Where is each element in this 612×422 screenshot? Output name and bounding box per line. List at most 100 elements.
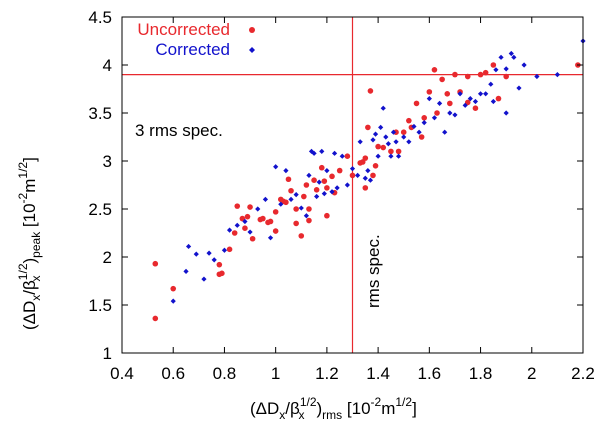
data-point-corrected: [490, 98, 496, 105]
data-point-uncorrected: [472, 105, 479, 111]
data-point-corrected: [329, 189, 335, 195]
data-point-uncorrected: [324, 212, 330, 219]
legend-marker-uncorrected: [249, 27, 255, 33]
data-point-uncorrected: [170, 285, 177, 292]
x-tick-label: 2.2: [571, 364, 595, 383]
data-point-corrected: [331, 150, 338, 156]
data-point-uncorrected: [336, 167, 343, 174]
data-point-uncorrected: [395, 148, 402, 155]
data-point-uncorrected: [452, 71, 458, 78]
data-point-corrected: [365, 168, 371, 174]
data-point-corrected: [170, 298, 176, 304]
y-tick-label: 1: [103, 344, 112, 363]
data-point-uncorrected: [344, 153, 351, 159]
data-point-corrected: [406, 139, 412, 145]
data-point-uncorrected: [267, 218, 274, 225]
data-point-corrected: [298, 205, 304, 211]
data-point-uncorrected: [219, 270, 225, 277]
data-point-uncorrected: [242, 225, 248, 231]
x-tick-label: 2: [527, 364, 536, 383]
data-point-uncorrected: [306, 217, 312, 224]
data-point-corrected: [401, 134, 407, 140]
data-point-uncorrected: [272, 228, 279, 234]
data-point-corrected: [372, 131, 379, 137]
y-tick-label: 3: [103, 152, 112, 171]
data-point-uncorrected: [406, 117, 412, 124]
data-point-corrected: [278, 201, 284, 207]
data-point-corrected: [388, 153, 394, 159]
data-point-uncorrected: [318, 164, 325, 171]
data-point-uncorrected: [490, 62, 497, 68]
annotation-3rms-spec: 3 rms spec.: [135, 121, 223, 140]
data-point-corrected: [511, 54, 517, 60]
data-point-corrected: [283, 168, 289, 174]
data-point-corrected: [416, 129, 422, 135]
reference-lines: [122, 17, 583, 353]
data-point-uncorrected: [306, 206, 312, 212]
data-point-uncorrected: [495, 95, 502, 102]
data-point-corrected: [324, 168, 330, 174]
data-point-corrected: [554, 72, 560, 78]
data-point-corrected: [262, 196, 269, 202]
data-point-corrected: [293, 192, 299, 198]
data-point-uncorrected: [372, 163, 379, 169]
data-point-uncorrected: [464, 73, 471, 80]
data-point-corrected: [193, 251, 199, 257]
legend: Uncorrected Corrected: [137, 20, 255, 59]
data-point-corrected: [344, 182, 350, 188]
data-point-corrected: [316, 179, 322, 185]
data-point-uncorrected: [288, 187, 294, 194]
data-point-corrected: [355, 172, 361, 178]
data-point-uncorrected: [301, 193, 307, 200]
data-point-uncorrected: [234, 203, 241, 209]
data-point-corrected: [357, 139, 363, 145]
data-point-corrected: [255, 206, 261, 212]
data-point-uncorrected: [239, 215, 246, 222]
data-point-uncorrected: [303, 182, 310, 188]
data-point-corrected: [452, 112, 458, 118]
data-point-corrected: [390, 129, 397, 135]
x-tick-label: 0.8: [213, 364, 237, 383]
data-point-corrected: [339, 153, 345, 159]
data-point-uncorrected: [298, 233, 305, 239]
data-point-corrected: [396, 153, 402, 159]
data-point-corrected: [508, 50, 514, 57]
data-point-uncorrected: [226, 246, 233, 253]
data-point-corrected: [375, 153, 381, 159]
x-tick-label: 1.8: [469, 364, 493, 383]
data-point-uncorrected: [311, 177, 317, 183]
data-point-corrected: [349, 166, 356, 172]
data-point-corrected: [247, 229, 253, 235]
data-point-uncorrected: [418, 134, 425, 140]
data-point-uncorrected: [477, 71, 484, 78]
data-point-uncorrected: [329, 173, 335, 180]
data-point-corrected: [211, 257, 217, 263]
x-tick-label: 0.6: [161, 364, 185, 383]
data-point-uncorrected: [400, 129, 407, 135]
data-point-uncorrected: [447, 100, 453, 107]
data-point-corrected: [303, 213, 309, 219]
data-point-uncorrected: [313, 187, 320, 193]
data-point-uncorrected: [249, 235, 256, 242]
data-point-corrected: [334, 185, 340, 191]
y-tick-label: 1.5: [88, 296, 112, 315]
data-point-corrected: [378, 124, 384, 130]
data-point-uncorrected: [431, 67, 438, 73]
data-point-corrected: [431, 115, 438, 121]
data-points: [152, 38, 586, 322]
data-point-corrected: [367, 177, 374, 183]
data-point-uncorrected: [362, 155, 369, 161]
data-point-uncorrected: [421, 115, 428, 121]
data-point-uncorrected: [285, 176, 292, 183]
data-point-corrected: [267, 235, 274, 241]
data-point-corrected: [467, 96, 473, 102]
annotation-rms-spec: rms spec.: [364, 234, 383, 308]
data-point-corrected: [503, 66, 509, 72]
y-tick-label: 2: [103, 248, 112, 267]
data-point-uncorrected: [349, 172, 356, 179]
data-point-uncorrected: [293, 206, 299, 212]
data-point-corrected: [201, 276, 207, 282]
data-point-corrected: [383, 134, 389, 140]
data-point-corrected: [521, 62, 527, 68]
